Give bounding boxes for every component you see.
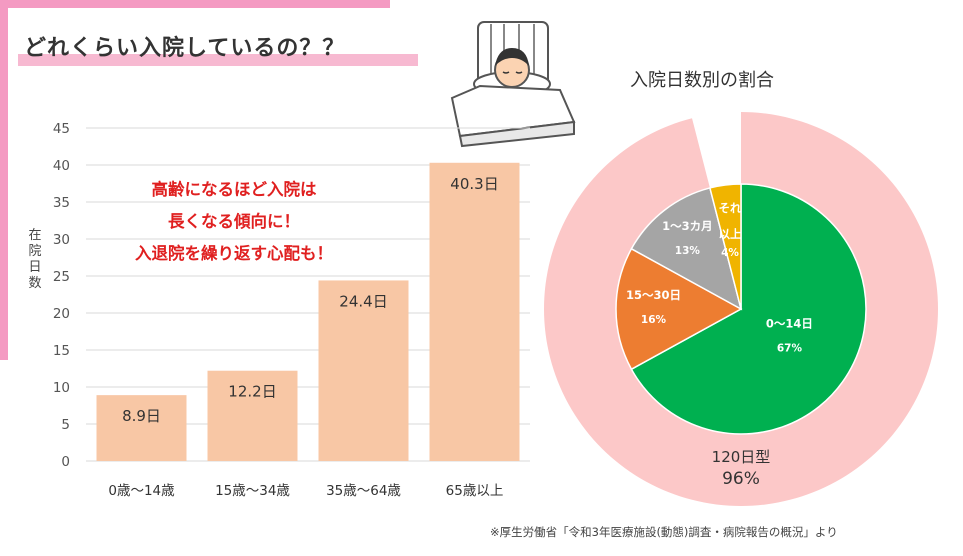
pie-slice-label: 0～14日 [766, 317, 813, 331]
pie-slice-value: 4% [721, 247, 739, 259]
bar-y-tick-label: 10 [53, 380, 70, 396]
bar-y-axis-label: 在院日数 [28, 228, 42, 291]
left-border-accent [0, 0, 8, 360]
bar-data-label: 40.3日 [450, 175, 498, 193]
callout-line: 長くなる傾向に！ [168, 212, 300, 231]
pie-slice [709, 183, 742, 310]
title-block: どれくらい入院しているの？？ [18, 30, 418, 66]
pie-outer-ring-label: 120日型 [712, 448, 771, 466]
pie-slice-value: 67% [777, 343, 803, 355]
pie-slice [630, 187, 743, 311]
bar-y-tick-label: 15 [53, 343, 70, 359]
callout-line: 入退院を繰り返す心配も！ [135, 244, 333, 263]
pie-slice-label: それ [719, 201, 742, 215]
bar-y-tick-label: 30 [53, 232, 70, 248]
pie-slice [615, 247, 743, 371]
bar-y-tick-label: 5 [61, 417, 70, 433]
pie-slice-label: 以上 [719, 227, 742, 241]
page-title: どれくらい入院しているの？？ [24, 36, 346, 61]
pie-slice-value: 13% [675, 245, 701, 257]
pie-slice [630, 183, 867, 435]
bar-y-tick-label: 0 [61, 454, 70, 470]
callout-text: 高齢になるほど入院は 長くなる傾向に！ 入退院を繰り返す心配も！ [104, 174, 364, 270]
bar [429, 162, 520, 461]
top-border-accent [0, 0, 390, 8]
bar [318, 280, 409, 461]
bar-y-tick-label: 45 [53, 121, 70, 137]
bar [96, 395, 187, 461]
bar-x-tick-label: 65歳以上 [446, 483, 504, 499]
hospital-bed-icon [450, 21, 576, 148]
bar-data-label: 24.4日 [339, 292, 387, 310]
pie-slice-label: 1～3カ月 [662, 219, 713, 233]
bar-y-tick-label: 20 [53, 306, 70, 322]
title-underline [18, 54, 418, 66]
pie-outer-ring-value: 96% [722, 469, 760, 489]
bar-x-tick-label: 0歳～14歳 [108, 483, 175, 499]
callout-line: 高齢になるほど入院は [151, 180, 317, 199]
bar-x-tick-label: 15歳～34歳 [215, 483, 290, 499]
pie-slice-label: 15～30日 [626, 288, 681, 302]
bar-x-tick-label: 35歳～64歳 [326, 483, 401, 499]
bar-y-tick-label: 25 [53, 269, 70, 285]
bar [207, 370, 298, 461]
pie-title: 入院日数別の割合 [630, 70, 774, 91]
bar-data-label: 8.9日 [122, 407, 161, 425]
bar-y-tick-label: 35 [53, 195, 70, 211]
bar-data-label: 12.2日 [228, 383, 276, 401]
source-note: ※厚生労働省「令和3年医療施設(動態)調査・病院報告の概況」より [490, 525, 838, 539]
bar-y-tick-label: 40 [53, 158, 70, 174]
pie-slice-value: 16% [641, 314, 667, 326]
